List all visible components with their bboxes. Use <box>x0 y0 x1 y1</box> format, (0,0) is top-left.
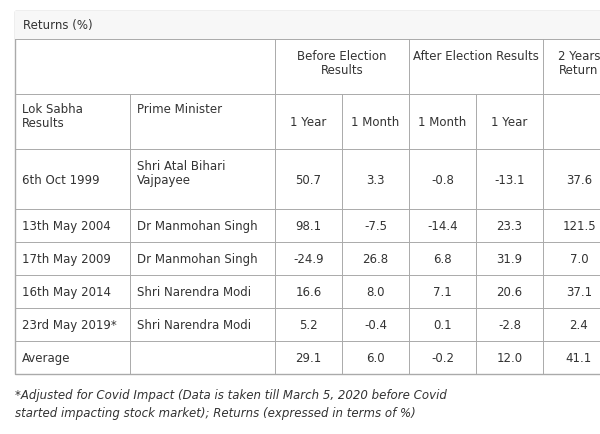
Text: 1 Year: 1 Year <box>491 116 527 129</box>
Text: 8.0: 8.0 <box>366 285 385 298</box>
Text: 6th Oct 1999: 6th Oct 1999 <box>22 173 100 186</box>
Text: Vajpayee: Vajpayee <box>137 174 191 187</box>
Text: 20.6: 20.6 <box>496 285 523 298</box>
Text: 1 Year: 1 Year <box>290 116 326 129</box>
Text: Shri Narendra Modi: Shri Narendra Modi <box>137 285 251 298</box>
Text: Dr Manmohan Singh: Dr Manmohan Singh <box>137 253 257 265</box>
Text: 29.1: 29.1 <box>295 351 322 364</box>
Text: 16th May 2014: 16th May 2014 <box>22 285 111 298</box>
Text: Shri Narendra Modi: Shri Narendra Modi <box>137 318 251 331</box>
Text: 23.3: 23.3 <box>497 220 523 233</box>
Text: Return: Return <box>559 64 599 77</box>
Text: -7.5: -7.5 <box>364 220 387 233</box>
Text: 7.0: 7.0 <box>569 253 589 265</box>
Text: 7.1: 7.1 <box>433 285 452 298</box>
Text: 16.6: 16.6 <box>295 285 322 298</box>
Text: 0.1: 0.1 <box>433 318 452 331</box>
Text: Results: Results <box>320 64 364 77</box>
Text: 23rd May 2019*: 23rd May 2019* <box>22 318 117 331</box>
Text: *Adjusted for Covid Impact (Data is taken till March 5, 2020 before Covid: *Adjusted for Covid Impact (Data is take… <box>15 388 447 401</box>
Text: 1 Month: 1 Month <box>418 116 467 129</box>
Text: 37.1: 37.1 <box>566 285 592 298</box>
Text: Dr Manmohan Singh: Dr Manmohan Singh <box>137 220 257 233</box>
Text: 2.4: 2.4 <box>569 318 589 331</box>
Text: 6.8: 6.8 <box>433 253 452 265</box>
Text: 2 Years: 2 Years <box>558 50 600 63</box>
Text: -24.9: -24.9 <box>293 253 324 265</box>
Text: 41.1: 41.1 <box>566 351 592 364</box>
Text: 3.3: 3.3 <box>366 173 385 186</box>
Text: Prime Minister: Prime Minister <box>137 103 222 116</box>
Text: -0.2: -0.2 <box>431 351 454 364</box>
Text: 50.7: 50.7 <box>296 173 322 186</box>
Text: Before Election: Before Election <box>297 50 387 63</box>
Text: 13th May 2004: 13th May 2004 <box>22 220 111 233</box>
Text: -2.8: -2.8 <box>498 318 521 331</box>
Text: 121.5: 121.5 <box>562 220 596 233</box>
Text: Returns (%): Returns (%) <box>23 20 92 33</box>
Text: Lok Sabha: Lok Sabha <box>22 103 83 116</box>
Bar <box>15 12 600 374</box>
Text: started impacting stock market); Returns (expressed in terms of %): started impacting stock market); Returns… <box>15 406 416 419</box>
Text: 5.2: 5.2 <box>299 318 318 331</box>
Text: 31.9: 31.9 <box>496 253 523 265</box>
Text: 6.0: 6.0 <box>366 351 385 364</box>
Text: -13.1: -13.1 <box>494 173 525 186</box>
Text: 17th May 2009: 17th May 2009 <box>22 253 111 265</box>
Text: Shri Atal Bihari: Shri Atal Bihari <box>137 160 226 173</box>
Text: After Election Results: After Election Results <box>413 50 539 63</box>
Text: 12.0: 12.0 <box>496 351 523 364</box>
Bar <box>15 12 600 40</box>
Text: Average: Average <box>22 351 71 364</box>
Text: 98.1: 98.1 <box>295 220 322 233</box>
Text: -0.4: -0.4 <box>364 318 387 331</box>
Text: Results: Results <box>22 117 65 130</box>
Text: 1 Month: 1 Month <box>352 116 400 129</box>
Text: 26.8: 26.8 <box>362 253 389 265</box>
Text: -0.8: -0.8 <box>431 173 454 186</box>
Text: 37.6: 37.6 <box>566 173 592 186</box>
Text: -14.4: -14.4 <box>427 220 458 233</box>
